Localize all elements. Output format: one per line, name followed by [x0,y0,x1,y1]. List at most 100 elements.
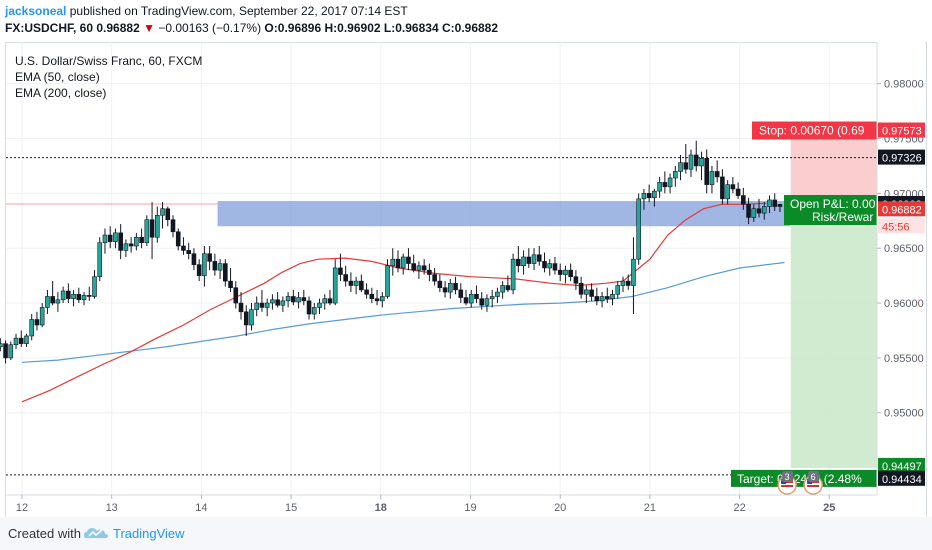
candle-body [13,337,19,346]
candle-body [107,234,113,242]
event-count-bg [808,471,820,482]
candle-body [97,242,103,278]
candle-body [657,182,662,192]
candle-body [442,287,448,293]
countdown-bg [878,218,925,234]
candle-body [395,258,401,269]
target-label-bg [731,469,877,487]
candle-body [24,335,29,344]
candle-body [390,258,396,267]
price-tag-label: 0.94497 [882,461,922,473]
candle-body [144,219,150,244]
target-label: Target: 0.02406 (2.48% [737,472,862,486]
event-count: 3 [785,472,790,482]
candle-body [589,289,594,297]
symbol-label: FX:USDCHF, 60 [5,21,94,35]
flag-stripe [807,485,820,487]
candle-body [374,298,380,302]
candle-body [453,283,458,291]
candle-body [421,265,427,271]
x-tick-label: 25 [823,502,835,514]
candle-body [18,337,24,344]
candle-body [573,276,579,284]
author-link[interactable]: jacksoneal [5,4,67,18]
candle-body [720,176,725,200]
candle-body [746,204,751,218]
candle-body [767,199,772,207]
candle-body [3,343,8,359]
candle-body [521,256,526,267]
candle-body [50,296,55,304]
target-zone [790,204,877,468]
candle-body [772,199,778,207]
stop-zone [790,130,877,205]
candle-body [243,311,249,326]
candle-body [699,157,704,167]
candle-body [495,291,500,297]
candle-body [165,208,171,220]
resistance-band [217,201,791,227]
legend-ema50[interactable]: EMA (50, close) [15,70,100,84]
event-count: 6 [811,472,816,482]
ema200-line [21,261,785,363]
ohlc-line: FX:USDCHF, 60 0.96882 ▼ −0.00163 (−0.17%… [5,21,498,35]
candle-body [427,269,432,275]
candle-body [667,177,673,188]
candle-body [217,263,223,271]
tradingview-link[interactable]: TradingView [113,526,185,541]
candle-body [317,302,322,308]
published-text: published on TradingView.com, September … [69,4,408,18]
y-tick-label: 0.96000 [884,298,924,310]
candle-body [254,302,260,310]
candle-body [468,293,474,304]
y-tick-label: 0.96500 [884,243,924,255]
ema50-line [21,202,767,403]
candle-body [55,299,61,304]
candle-body [688,154,694,170]
candle-body [86,295,92,297]
price-tag-bg [878,201,925,217]
candle-body [264,302,270,308]
candle-body [66,290,71,299]
candle-body [777,204,783,207]
footer-bar [0,517,932,550]
price-tag-label: 0.94434 [882,474,922,486]
candle-body [489,296,495,299]
open-label: O: [264,21,278,35]
candle-body [102,234,108,244]
candle-body [730,184,736,190]
candle-body [228,280,233,288]
candle-body [542,261,547,269]
candle-body [416,265,422,271]
candle-body [175,231,181,247]
candle-body [662,182,668,188]
candle-body [311,307,317,315]
price-tag-bg [878,457,925,473]
candle-body [149,219,155,238]
price-tag-label: 0.97573 [882,126,922,138]
candle-body [275,299,280,306]
candle-body [584,289,589,295]
countdown-label: 45:56 [882,221,910,233]
legend-ema200[interactable]: EMA (200, close) [15,86,107,100]
close-label: C: [441,21,455,35]
candle-body [134,236,139,247]
candle-body [364,289,369,295]
candle-body [118,232,123,251]
candle-body [411,263,416,271]
candle-body [39,307,45,326]
close-value: 0.96882 [454,21,499,35]
candle-body [615,285,621,295]
high-value: 0.96902 [337,21,381,35]
candle-body [154,215,160,238]
axes: 0.980000.975000.970000.965000.960000.955… [6,42,925,514]
y-tick-label: 0.95500 [884,353,924,365]
candle-body [34,319,40,326]
candle-body [45,296,50,308]
candle-body [516,258,521,267]
x-tick-label: 13 [106,502,118,514]
candle-body [547,263,553,269]
candle-body [332,267,338,304]
